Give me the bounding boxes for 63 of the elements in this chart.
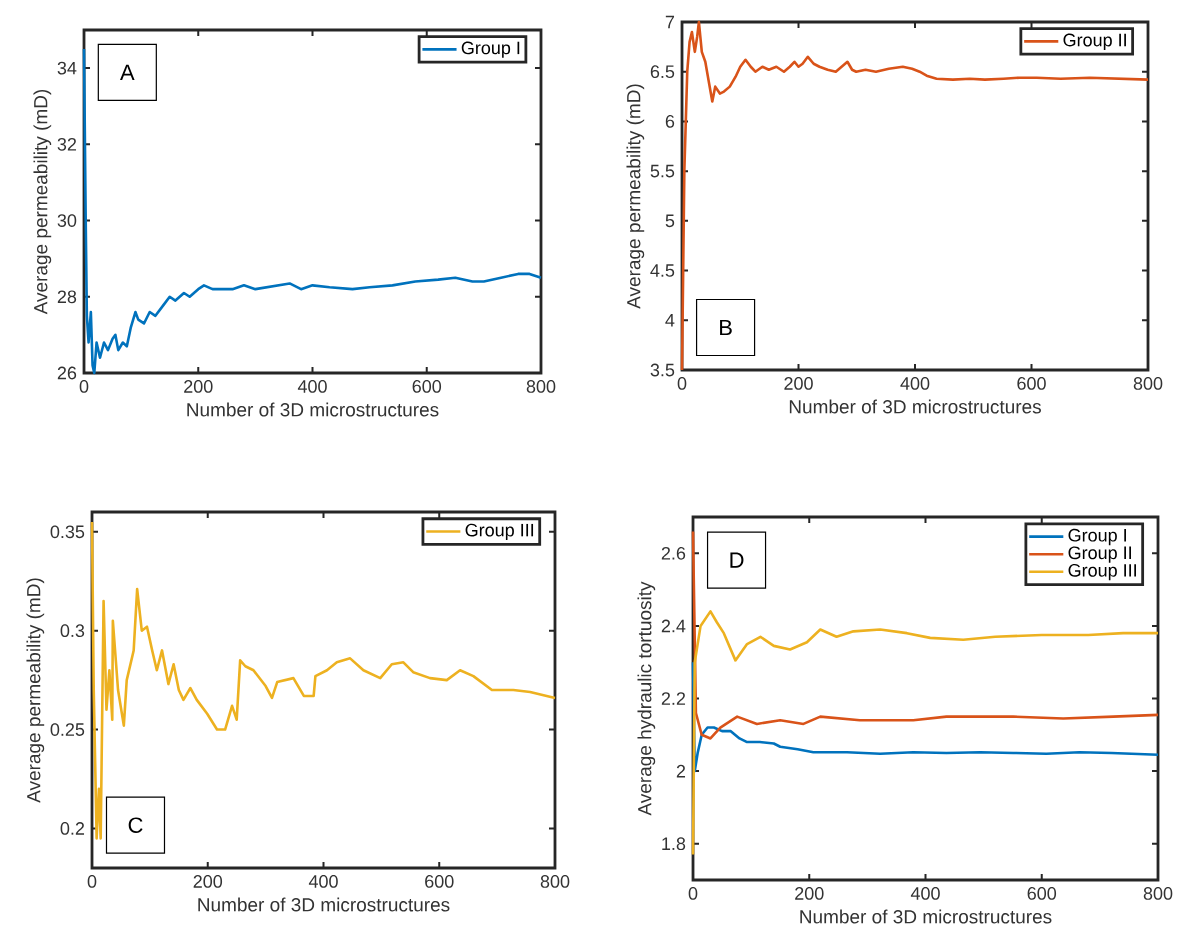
y-axis-title: Average permeability (mD) <box>626 84 645 309</box>
y-axis-title: Average permeability (mD) <box>33 89 52 315</box>
x-tick-label: 200 <box>795 887 824 900</box>
x-axis-title: Number of 3D microstructures <box>789 399 1041 414</box>
y-tick-label: 4 <box>665 314 675 327</box>
x-tick-label: 200 <box>193 875 223 888</box>
y-tick-label: 34 <box>57 61 77 75</box>
x-axis-title: Number of 3D microstructures <box>198 897 450 912</box>
x-tick-label: 600 <box>425 875 454 888</box>
line-series <box>691 610 1160 856</box>
x-tick-label: 400 <box>308 875 338 888</box>
y-tick-label: 5 <box>665 214 675 228</box>
y-tick-label: 28 <box>57 290 77 304</box>
y-tick-label: 26 <box>57 366 77 380</box>
legend-label: Group II <box>1063 33 1126 50</box>
x-tick-label: 0 <box>79 380 89 393</box>
x-tick-label: 800 <box>540 875 570 888</box>
annotation: A <box>120 64 135 80</box>
x-tick-label: 200 <box>784 377 813 390</box>
y-tick-label: 30 <box>57 214 77 227</box>
y-tick-label: 2.6 <box>661 546 686 560</box>
line-series <box>90 520 557 840</box>
y-tick-label: 5.5 <box>650 164 675 178</box>
y-tick-label: 6 <box>665 115 675 128</box>
legend-label: Group III <box>1068 563 1136 581</box>
legend-label: Group I <box>461 41 520 58</box>
x-tick-label: 0 <box>688 887 698 900</box>
y-tick-label: 0.2 <box>60 822 85 835</box>
y-tick-label: 4.5 <box>650 264 675 277</box>
annotation: B <box>720 319 732 336</box>
legend-label: Group II <box>1068 546 1131 563</box>
y-tick-label: 0.25 <box>50 723 85 736</box>
y-tick-label: 2 <box>676 764 686 778</box>
y-axis-title: Average hydraulic tortuosity <box>637 581 656 816</box>
x-tick-label: 0 <box>87 875 97 888</box>
y-tick-label: 7 <box>665 15 675 29</box>
x-tick-label: 600 <box>1027 887 1057 900</box>
y-axis-title: Average permeability (mD) <box>26 578 45 803</box>
y-tick-label: 6.5 <box>650 65 675 79</box>
x-tick-label: 400 <box>900 377 930 390</box>
x-tick-label: 600 <box>1017 377 1046 390</box>
x-axis-title: Number of 3D microstructures <box>187 402 439 417</box>
x-tick-label: 800 <box>526 380 556 393</box>
x-tick-label: 600 <box>412 380 442 393</box>
x-tick-label: 400 <box>297 380 327 393</box>
line-series <box>691 530 1160 740</box>
legend-label: Group III <box>465 523 534 541</box>
x-tick-label: 400 <box>910 887 940 900</box>
x-tick-label: 200 <box>184 380 213 393</box>
x-axis-title: Number of 3D microstructures <box>800 909 1052 924</box>
x-tick-label: 800 <box>1143 887 1173 900</box>
y-tick-label: 0.35 <box>50 525 85 539</box>
annotation: C <box>128 817 143 833</box>
y-tick-label: 0.3 <box>60 624 85 638</box>
y-tick-label: 2.4 <box>661 619 686 633</box>
legend-label: Group I <box>1068 528 1126 546</box>
y-tick-label: 2.2 <box>661 692 686 705</box>
y-tick-label: 1.8 <box>662 837 686 851</box>
y-tick-label: 32 <box>57 137 77 151</box>
x-tick-label: 0 <box>677 377 687 390</box>
annotation: D <box>730 552 744 568</box>
y-tick-label: 3.5 <box>650 363 675 377</box>
x-tick-label: 800 <box>1133 377 1163 390</box>
